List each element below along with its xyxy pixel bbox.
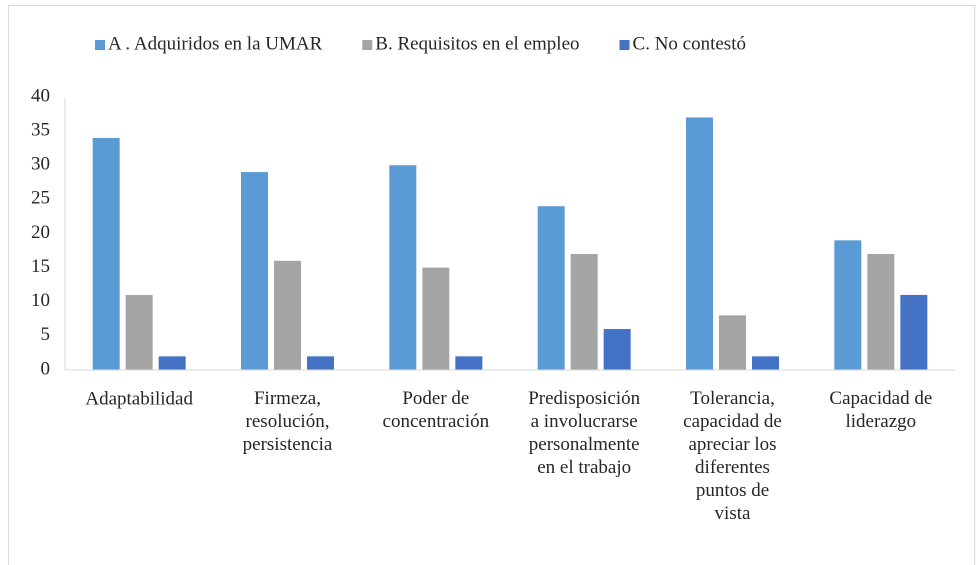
- y-tick-label: 20: [31, 222, 50, 243]
- x-tick-label: Capacidad de liderazgo: [829, 388, 932, 432]
- bar: [752, 356, 779, 370]
- legend-label: C. No contestó: [633, 33, 746, 54]
- y-tick-label: 0: [41, 358, 51, 379]
- chart-frame: [8, 5, 975, 565]
- legend-label: A . Adquiridos en la UMAR: [108, 33, 323, 54]
- x-tick-label: Firmeza, resolución, persistencia: [243, 388, 333, 455]
- bar: [719, 315, 746, 370]
- y-tick-label: 5: [41, 324, 51, 345]
- bar: [537, 206, 565, 370]
- bar: [389, 165, 417, 370]
- y-tick-label: 35: [31, 119, 50, 140]
- x-tick-label: Adaptabilidad: [85, 388, 193, 409]
- bar: [125, 294, 153, 370]
- bar: [241, 172, 268, 370]
- bar: [900, 294, 928, 370]
- legend-swatch: [619, 40, 630, 50]
- x-tick-label: Tolerancia, capacidad de apreciar los difer…: [683, 388, 782, 524]
- bar: [867, 253, 895, 370]
- legend-swatch: [362, 40, 373, 50]
- legend-swatch: [95, 40, 105, 50]
- bar: [603, 329, 631, 370]
- legend-label: B. Requisitos en el empleo: [375, 33, 579, 54]
- bar: [274, 260, 301, 370]
- y-tick-label: 40: [31, 85, 50, 106]
- bar: [834, 240, 862, 370]
- bar: [158, 356, 186, 370]
- x-tick-label: Poder de concentración: [383, 388, 490, 432]
- bar: [307, 356, 334, 370]
- bar: [92, 137, 120, 370]
- x-tick-label: Predisposición a involucrarse personalment…: [528, 388, 640, 478]
- bar: [455, 356, 483, 370]
- bar: [570, 253, 598, 370]
- bar: [686, 117, 713, 370]
- y-tick-label: 25: [31, 188, 50, 209]
- y-tick-label: 15: [31, 256, 50, 277]
- bar: [422, 267, 450, 370]
- y-tick-label: 30: [31, 154, 50, 175]
- y-tick-label: 10: [31, 290, 50, 311]
